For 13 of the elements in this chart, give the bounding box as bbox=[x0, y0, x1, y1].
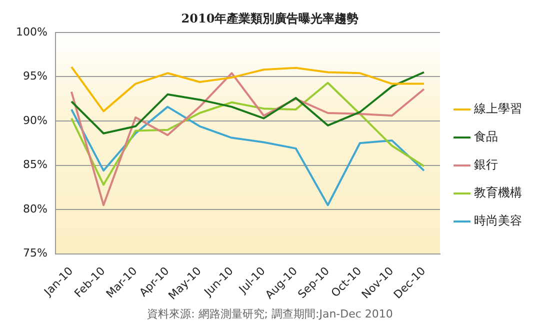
y-tick-label: 90% bbox=[22, 114, 48, 127]
y-tick-label: 95% bbox=[22, 70, 48, 83]
y-tick-label: 80% bbox=[22, 202, 48, 216]
legend-label: 銀行 bbox=[474, 158, 498, 172]
legend-label: 線上學習 bbox=[473, 102, 522, 116]
y-tick-label: 100% bbox=[16, 25, 48, 38]
y-tick-label: 75% bbox=[22, 246, 48, 260]
y-tick-label: 85% bbox=[22, 158, 48, 172]
legend-label: 教育機構 bbox=[474, 186, 522, 200]
chart-title: 2010年產業類別廣告曝光率趨勢 bbox=[181, 11, 359, 26]
legend-label: 食品 bbox=[474, 130, 498, 144]
legend-label: 時尚美容 bbox=[474, 214, 522, 228]
source-note: 資料來源: 網路測量研究; 調查期間:Jan-Dec 2010 bbox=[147, 307, 393, 320]
